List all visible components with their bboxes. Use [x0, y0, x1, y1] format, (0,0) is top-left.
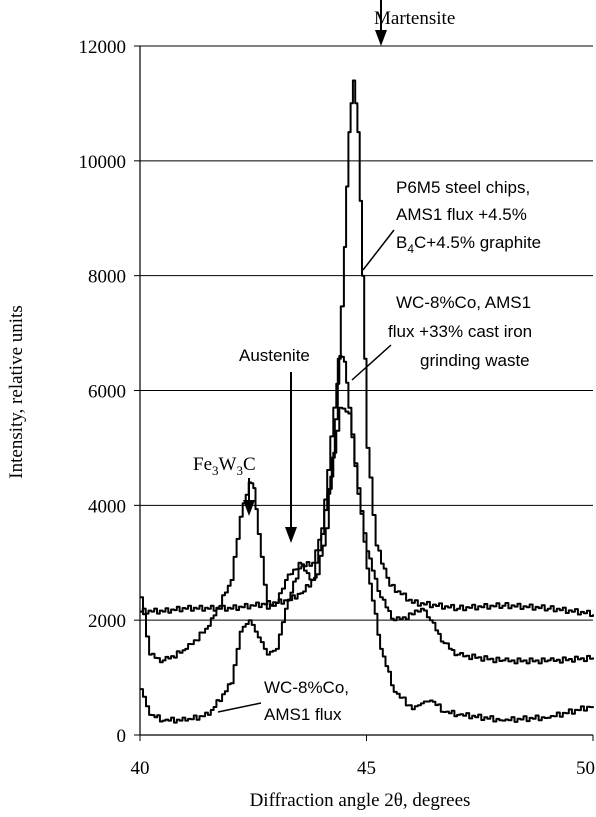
wc-castiron-line2: flux +33% cast iron: [388, 322, 532, 341]
y-tick-label-8000: 8000: [88, 267, 126, 288]
annotation-austenite: Austenite: [236, 344, 322, 543]
x-axis-label: Diffraction angle 2θ, degrees: [250, 790, 471, 811]
x-tick-label-50: 50: [576, 758, 595, 779]
austenite-arrowhead: [285, 527, 297, 543]
wc-castiron-pointer: [351, 344, 392, 381]
series-line-2: [140, 355, 594, 665]
y-tick-label-4000: 4000: [88, 496, 126, 517]
x-tick-label-40: 40: [131, 758, 150, 779]
p6m5-line2: AMS1 flux +4.5%: [396, 205, 527, 224]
axes: [134, 45, 594, 741]
y-tick-label-6000: 6000: [88, 382, 126, 403]
series-group: [140, 79, 594, 724]
wc-flux-line1: WC-8%Co,: [264, 678, 349, 697]
p6m5-line3: B4C+4.5% graphite: [396, 233, 541, 256]
y-tick-labels: 0 2000 4000 6000 8000 10000 12000: [79, 37, 127, 747]
fe3w3c-arrowhead: [243, 500, 255, 516]
wc-flux-line2: AMS1 flux: [264, 705, 342, 724]
annotation-wc-flux: WC-8%Co, AMS1 flux: [217, 676, 364, 724]
wc-castiron-line3: grinding waste: [420, 351, 530, 370]
p6m5-line1: P6M5 steel chips,: [396, 178, 530, 197]
wc-flux-pointer: [217, 702, 262, 713]
x-tick-labels: 40 45 50: [131, 758, 596, 779]
annotation-fe3w3c: Fe3W3C: [193, 454, 256, 516]
y-tick-label-10000: 10000: [79, 152, 127, 173]
y-tick-label-12000: 12000: [79, 37, 127, 58]
y-tick-label-2000: 2000: [88, 611, 126, 632]
wc-castiron-line1: WC-8%Co, AMS1: [396, 293, 531, 312]
p6m5-pointer: [362, 229, 395, 271]
annotation-p6m5: P6M5 steel chips, AMS1 flux +4.5% B4C+4.…: [362, 170, 592, 271]
y-axis-label: Intensity, relative units: [6, 305, 27, 478]
annotation-wc-castiron: WC-8%Co, AMS1 flux +33% cast iron grindi…: [351, 287, 592, 381]
y-tick-label-0: 0: [117, 726, 127, 747]
martensite-arrowhead: [375, 30, 387, 46]
martensite-label: Martensite: [374, 8, 455, 29]
austenite-label: Austenite: [239, 346, 310, 365]
annotation-martensite: Martensite: [374, 0, 455, 46]
x-tick-label-45: 45: [357, 758, 376, 779]
series-line-3: [140, 406, 594, 724]
fe3w3c-label: Fe3W3C: [193, 454, 256, 478]
